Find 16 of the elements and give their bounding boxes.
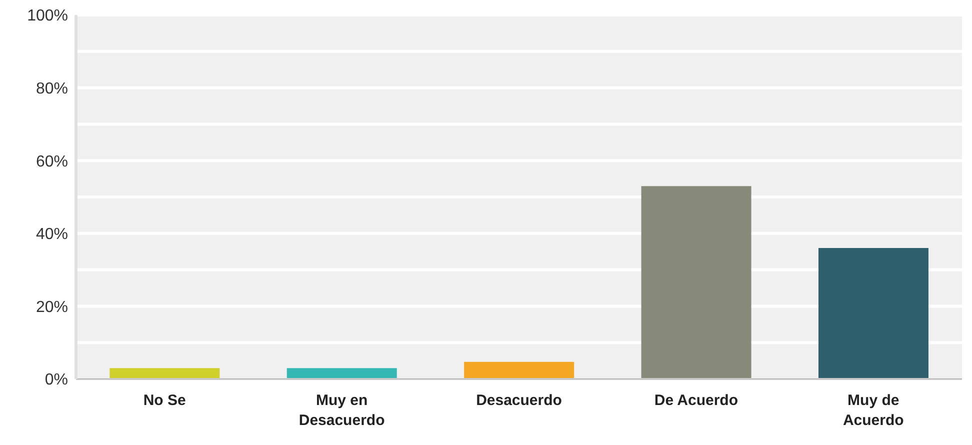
x-tick-label: Muy en Desacuerdo [298,392,385,429]
bar [818,248,928,379]
x-tick-label: De Acuerdo [654,392,738,409]
y-tick-label: 0% [44,372,68,389]
bar [641,186,752,379]
y-tick-label: 80% [36,80,68,98]
bar [464,362,574,379]
y-tick-label: 20% [36,298,68,316]
x-tick-label: Muy de Acuerdo [842,392,904,429]
y-tick-label: 60% [36,153,68,170]
x-tick-label: Desacuerdo [476,392,562,409]
y-tick-label: 100% [27,8,68,25]
y-tick-label: 40% [36,226,68,244]
bar [286,368,397,379]
x-tick-label: No Se [143,392,186,409]
bar [110,368,220,379]
